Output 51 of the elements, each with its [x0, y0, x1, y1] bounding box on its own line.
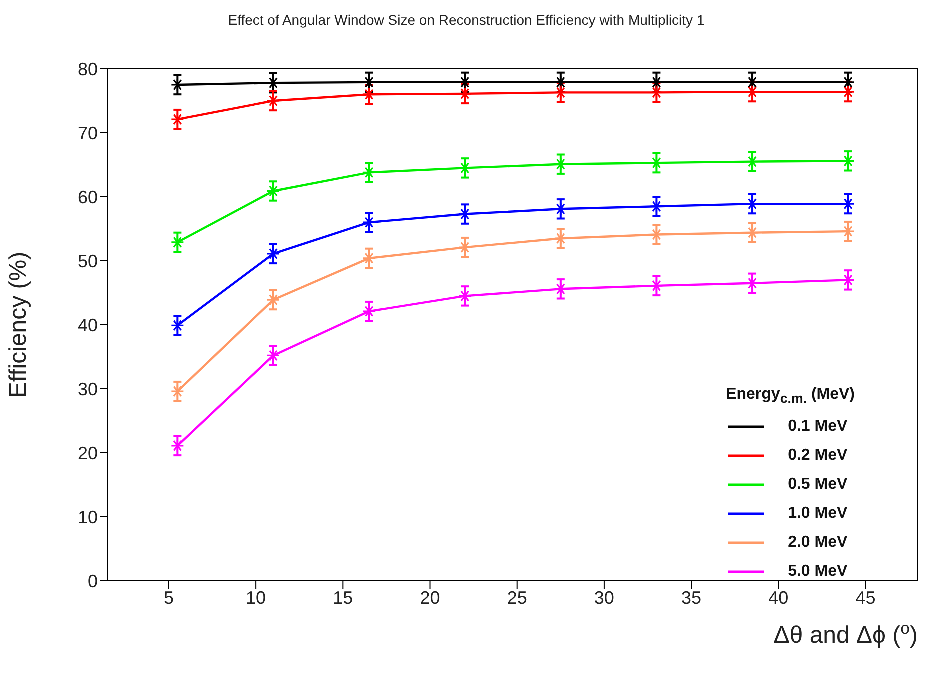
point: [554, 86, 568, 100]
y-tick-label: 80: [78, 59, 98, 80]
x-axis-title: Δθ and Δϕ ($^{o}$): [774, 618, 918, 649]
legend-label: 2.0 MeV: [788, 534, 848, 552]
y-tick-label: 40: [78, 315, 98, 336]
x-tick-label: 40: [768, 588, 789, 608]
point: [842, 224, 856, 238]
point: [362, 216, 376, 230]
point: [746, 155, 760, 169]
x-tick-label: 15: [333, 588, 354, 608]
point: [170, 112, 184, 126]
y-tick-label: 20: [78, 443, 98, 464]
legend-label: 1.0 MeV: [788, 504, 848, 522]
point: [170, 318, 184, 332]
y-tick-label: 70: [78, 123, 98, 144]
y-axis-title: Efficiency (%): [5, 252, 32, 398]
chart-title: Effect of Angular Window Size on Reconstruction Efficiency with Multiplicity 1: [227, 12, 706, 28]
legend-title: Energy$_{c.m.}$ (MeV): [726, 386, 855, 406]
point: [362, 166, 376, 180]
x-tick-label: 10: [246, 588, 266, 608]
x-tick-label: 35: [682, 588, 702, 608]
x-tick-label: 30: [594, 588, 614, 608]
point: [650, 86, 664, 100]
legend-label: 5.0 MeV: [788, 562, 848, 580]
point: [170, 384, 184, 398]
point: [842, 273, 856, 287]
y-tick-label: 30: [78, 379, 98, 400]
legend-label: 0.2 MeV: [788, 446, 848, 464]
y-tick-label: 50: [78, 251, 98, 272]
x-tick-label: 5: [164, 588, 174, 608]
point: [650, 279, 664, 293]
point: [362, 304, 376, 318]
point: [266, 348, 280, 363]
point: [458, 240, 472, 254]
point: [266, 293, 280, 307]
point: [170, 236, 184, 250]
x-tick-label: 20: [420, 588, 440, 608]
point: [266, 184, 280, 198]
point: [458, 207, 472, 222]
legend-label: 0.1 MeV: [788, 418, 848, 436]
y-tick-label: 10: [78, 507, 98, 528]
x-tick-label: 25: [507, 588, 528, 608]
point: [170, 439, 184, 453]
legend-label: 0.5 MeV: [788, 476, 848, 494]
point: [266, 247, 280, 261]
point: [266, 94, 280, 108]
y-tick-label: 0: [88, 571, 98, 592]
x-tick-label: 45: [856, 588, 876, 608]
point: [458, 289, 472, 303]
y-tick-label: 60: [78, 187, 98, 208]
point: [362, 252, 376, 266]
